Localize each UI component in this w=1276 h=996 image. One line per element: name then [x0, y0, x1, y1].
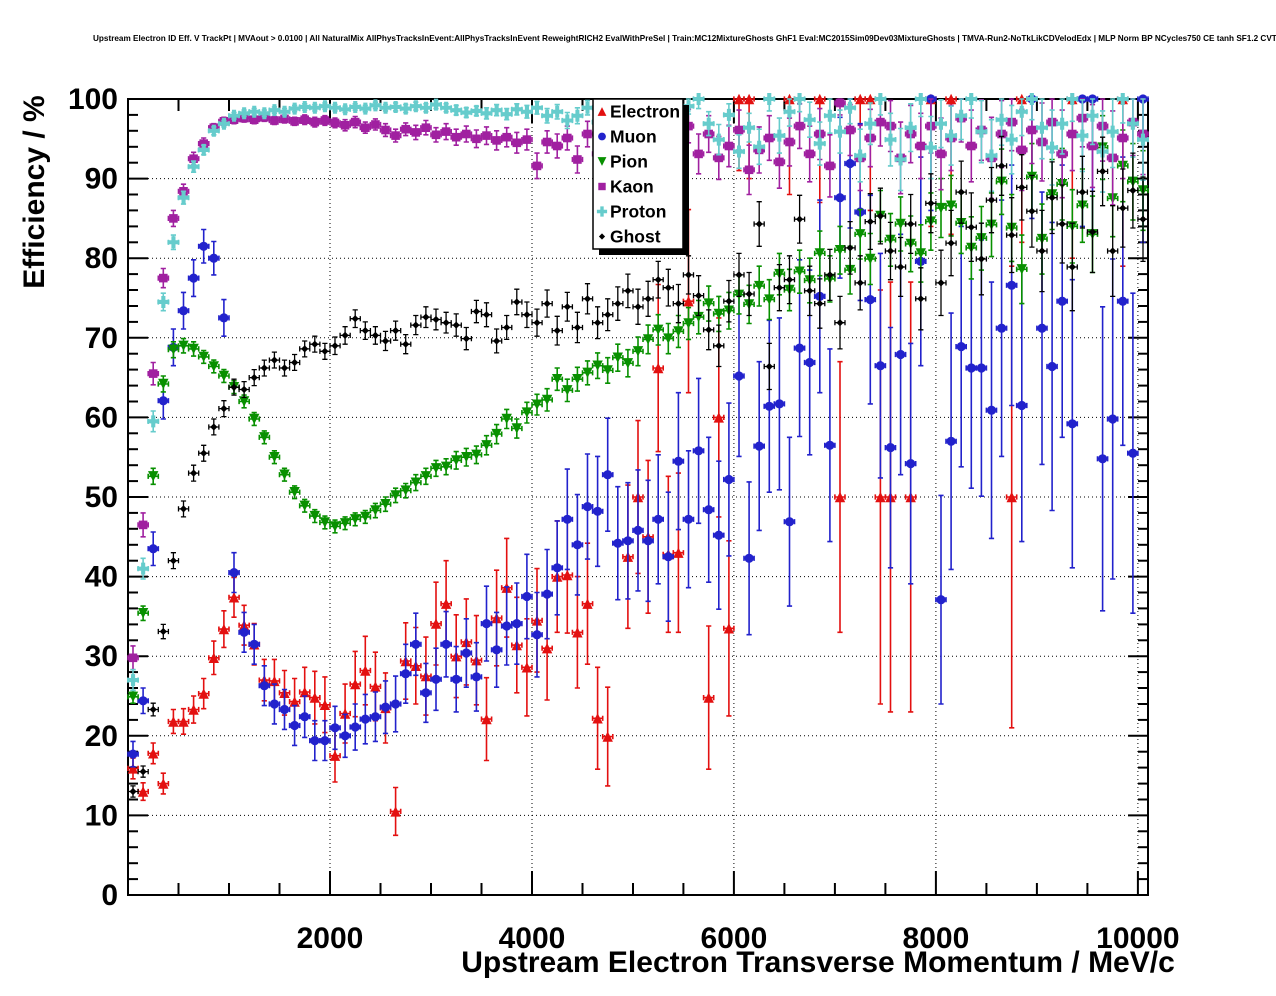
legend-label-ghost: Ghost	[610, 227, 661, 247]
svg-text:4000: 4000	[499, 922, 566, 955]
svg-text:70: 70	[85, 322, 118, 355]
svg-text:10000: 10000	[1096, 922, 1179, 955]
legend-label-muon: Muon	[610, 127, 657, 147]
y-axis-title: Efficiency / %	[18, 95, 51, 288]
legend-label-kaon: Kaon	[610, 177, 654, 197]
svg-text:50: 50	[85, 481, 118, 514]
series-ghost-markers	[129, 162, 1147, 796]
svg-text:8000: 8000	[903, 922, 970, 955]
legend-label-proton: Proton	[610, 202, 666, 222]
series-electron-markers	[127, 93, 1128, 817]
svg-text:60: 60	[85, 401, 118, 434]
legend-box	[592, 98, 684, 250]
svg-text:90: 90	[85, 163, 118, 196]
svg-text:0: 0	[101, 879, 118, 912]
svg-text:10: 10	[85, 799, 118, 832]
svg-text:20: 20	[85, 720, 118, 753]
svg-text:6000: 6000	[701, 922, 768, 955]
plot-title: Upstream Electron ID Eff. V TrackPt | MV…	[93, 34, 1276, 43]
legend-label-pion: Pion	[610, 152, 648, 172]
svg-text:40: 40	[85, 561, 118, 594]
legend: Electron Muon Pion Kaon Proton Ghost	[592, 98, 689, 255]
legend-label-electron: Electron	[610, 102, 680, 122]
svg-text:2000: 2000	[297, 922, 364, 955]
svg-text:100: 100	[68, 83, 118, 116]
svg-text:80: 80	[85, 242, 118, 275]
svg-text:30: 30	[85, 640, 118, 673]
y-tick-labels: 0 10 20 30 40 50 60 70 80 90 100	[68, 83, 118, 912]
series-muon-markers	[128, 94, 1148, 759]
x-tick-labels: 2000 4000 6000 8000 10000	[297, 922, 1180, 955]
gridlines	[128, 99, 1148, 895]
x-axis-title: Upstream Electron Transverse Momentum / …	[461, 946, 1175, 979]
